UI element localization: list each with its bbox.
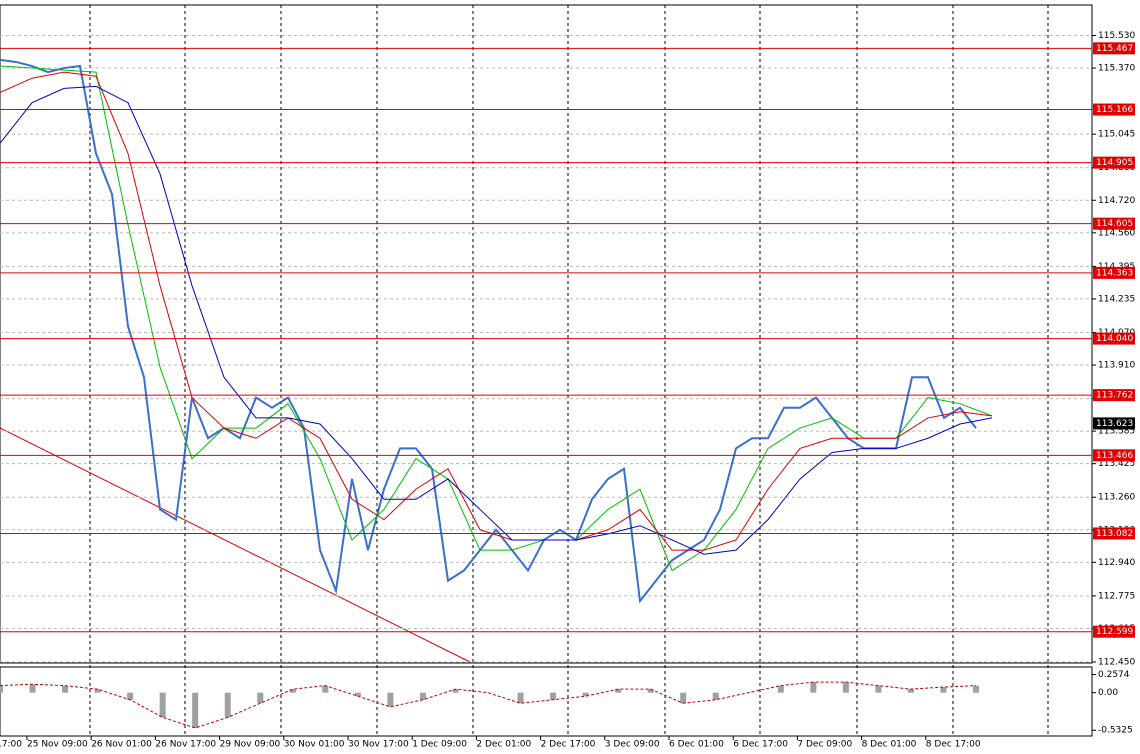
level-tag bbox=[1093, 625, 1135, 638]
y-tick-label: 112.775 bbox=[1098, 591, 1135, 601]
osc-bar bbox=[875, 685, 882, 693]
osc-bar bbox=[940, 687, 947, 693]
osc-bar bbox=[192, 692, 199, 728]
x-tick-label: 30 Nov 17:00 bbox=[348, 740, 409, 750]
level-label: 115.166 bbox=[1096, 105, 1133, 115]
osc-tick-label: 0.2574 bbox=[1098, 670, 1130, 680]
osc-bar bbox=[582, 692, 589, 697]
moving-average bbox=[0, 65, 993, 572]
level-label: 114.905 bbox=[1096, 158, 1133, 168]
main-pane bbox=[0, 4, 1093, 664]
moving-average bbox=[0, 85, 993, 555]
level-tag bbox=[1093, 449, 1135, 462]
level-tag bbox=[1093, 266, 1135, 279]
osc-bar bbox=[0, 685, 3, 693]
osc-bar bbox=[810, 682, 817, 693]
level-label: 114.605 bbox=[1096, 219, 1133, 229]
current-price-tag bbox=[1093, 417, 1135, 430]
osc-bar bbox=[29, 684, 36, 693]
osc-bar bbox=[907, 689, 914, 693]
osc-tick-label: 0.00 bbox=[1098, 688, 1118, 698]
level-label: 113.082 bbox=[1096, 529, 1133, 539]
osc-bar bbox=[387, 692, 394, 707]
x-tick-label: 8 Dec 17:00 bbox=[926, 740, 981, 750]
x-tick-label: 6 Dec 01:00 bbox=[669, 740, 724, 750]
y-tick-label: 115.370 bbox=[1098, 64, 1135, 74]
level-tag bbox=[1093, 332, 1135, 345]
trend-line bbox=[0, 427, 471, 663]
osc-bar bbox=[224, 692, 231, 718]
level-label: 112.599 bbox=[1096, 627, 1133, 637]
current-price-label: 113.623 bbox=[1096, 419, 1133, 429]
x-tick-label: 25 Nov 09:00 bbox=[27, 740, 88, 750]
osc-bar bbox=[712, 692, 719, 700]
y-tick-label: 113.260 bbox=[1098, 493, 1135, 503]
osc-bar bbox=[615, 689, 622, 693]
x-tick-label: 29 Nov 09:00 bbox=[220, 740, 281, 750]
level-tag bbox=[1093, 42, 1135, 55]
level-tag bbox=[1093, 156, 1135, 169]
level-label: 114.363 bbox=[1096, 268, 1133, 278]
level-tag bbox=[1093, 527, 1135, 540]
x-tick-label: 3 Dec 09:00 bbox=[605, 740, 660, 750]
osc-bar bbox=[62, 685, 69, 693]
x-tick-label: 30 Nov 01:00 bbox=[284, 740, 345, 750]
osc-bar bbox=[973, 685, 979, 693]
x-tick-label: 1 Dec 09:00 bbox=[412, 740, 467, 750]
osc-bar bbox=[419, 692, 426, 700]
y-tick-label: 113.585 bbox=[1098, 427, 1135, 437]
level-label: 113.466 bbox=[1096, 451, 1133, 461]
vertical-grid bbox=[89, 5, 1049, 736]
level-label: 115.467 bbox=[1096, 44, 1133, 54]
y-tick-label: 112.940 bbox=[1098, 558, 1135, 568]
osc-bar bbox=[289, 689, 296, 693]
x-tick-label: 26 Nov 01:00 bbox=[91, 740, 152, 750]
oscillator-pane bbox=[0, 666, 1093, 737]
y-tick-label: 112.450 bbox=[1098, 658, 1135, 668]
y-tick-label: 114.395 bbox=[1098, 262, 1135, 272]
x-tick-label: 8 Dec 01:00 bbox=[862, 740, 917, 750]
y-tick-label: 113.425 bbox=[1098, 459, 1135, 469]
osc-signal bbox=[0, 681, 977, 729]
osc-bar bbox=[842, 682, 849, 693]
x-tick-label: 26 Nov 17:00 bbox=[155, 740, 216, 750]
y-tick-label: 114.720 bbox=[1098, 196, 1135, 206]
y-tick-label: 114.235 bbox=[1098, 294, 1135, 304]
level-label: 113.762 bbox=[1096, 391, 1133, 401]
osc-bar bbox=[354, 692, 361, 697]
y-tick-label: 115.530 bbox=[1098, 31, 1135, 41]
osc-bar bbox=[680, 692, 687, 704]
level-label: 114.040 bbox=[1096, 334, 1133, 344]
y-tick-label: 114.560 bbox=[1098, 228, 1135, 238]
osc-bar bbox=[159, 692, 166, 718]
osc-bar bbox=[452, 689, 459, 693]
osc-bar bbox=[647, 689, 654, 693]
level-tag bbox=[1093, 103, 1135, 116]
x-tick-label: 17:00 bbox=[0, 740, 22, 750]
osc-bar bbox=[517, 692, 524, 704]
x-tick-label: 7 Dec 09:00 bbox=[797, 740, 852, 750]
y-tick-label: 115.045 bbox=[1098, 130, 1135, 140]
y-tick-label: 113.910 bbox=[1098, 361, 1135, 371]
x-tick-label: 2 Dec 01:00 bbox=[476, 740, 531, 750]
x-tick-label: 6 Dec 17:00 bbox=[733, 740, 788, 750]
moving-average bbox=[0, 71, 993, 551]
osc-bar bbox=[550, 692, 557, 700]
osc-tick-label: -0.5325 bbox=[1098, 726, 1133, 736]
price-line bbox=[0, 58, 977, 604]
x-tick-label: 2 Dec 17:00 bbox=[541, 740, 596, 750]
osc-bar bbox=[322, 685, 329, 693]
level-tag bbox=[1093, 217, 1135, 230]
level-tag bbox=[1093, 389, 1135, 402]
osc-bar bbox=[777, 685, 784, 693]
osc-bar bbox=[127, 692, 134, 700]
osc-bar bbox=[257, 692, 264, 704]
osc-bar bbox=[94, 689, 101, 693]
